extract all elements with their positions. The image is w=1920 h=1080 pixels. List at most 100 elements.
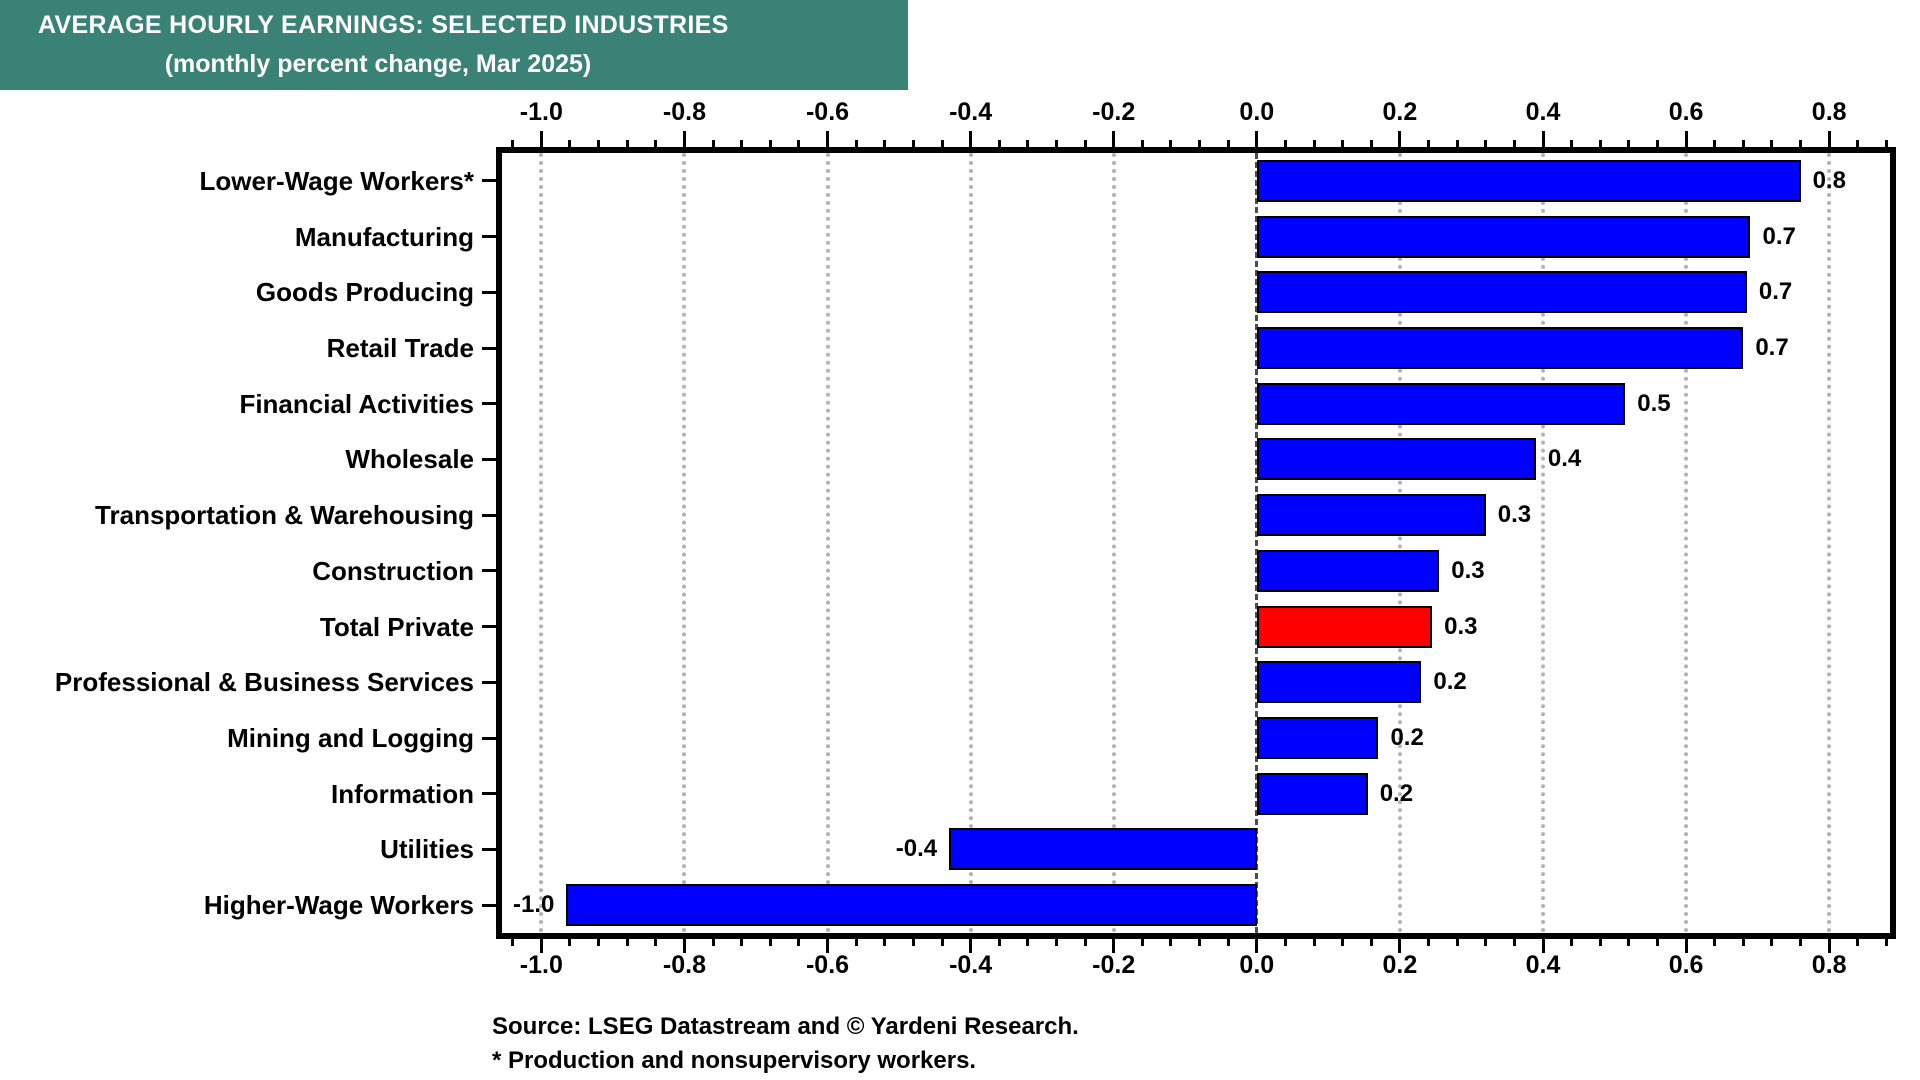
x-axis-minor-tick-top [1598,140,1602,147]
x-axis-minor-tick-bottom [1455,939,1459,946]
x-axis-minor-tick-top [1770,140,1774,147]
x-axis-minor-tick-bottom [1770,939,1774,946]
bar [1256,605,1433,648]
bar-value-label: 0.2 [1379,779,1414,807]
bar-value-label: 0.7 [1762,222,1796,250]
x-axis-label-top: -0.4 [949,98,993,126]
category-label: Information [331,778,474,809]
x-axis-major-tick-bottom [1827,939,1831,953]
bar [1256,327,1744,369]
x-axis-minor-tick-top [997,140,1001,147]
x-axis-minor-tick-bottom [1884,939,1888,946]
x-axis-minor-tick-top [1140,140,1144,147]
chart-subtitle: (monthly percent change, Mar 2025) [164,50,592,78]
x-axis-major-tick-bottom [682,939,686,953]
gridline [1684,153,1689,933]
bar [1256,382,1626,425]
x-axis-minor-tick-top [1655,140,1659,147]
x-axis-major-tick-top [1398,131,1402,147]
x-axis-label-top: 0.6 [1668,98,1704,126]
category-tick [482,513,497,517]
x-axis-minor-tick-bottom [1283,939,1287,946]
category-tick [482,680,497,684]
bar [1256,438,1536,481]
x-axis-minor-tick-bottom [1598,939,1602,946]
zero-line [1255,153,1259,933]
category-label: Retail Trade [326,333,474,363]
x-axis-minor-tick-bottom [1484,939,1488,946]
bar-value-label: 0.3 [1451,556,1485,584]
category-label: Goods Producing [255,277,474,308]
source-note: Source: LSEG Datastream and © Yardeni Re… [492,1013,1079,1040]
x-axis-minor-tick-top [1427,140,1431,147]
x-axis-label-bottom: 0.2 [1382,951,1418,979]
x-axis-major-tick-bottom [1684,939,1688,953]
x-axis-minor-tick-bottom [797,939,801,946]
x-axis-minor-tick-bottom [768,939,772,946]
x-axis-minor-tick-top [1713,140,1717,147]
x-axis-minor-tick-top [625,140,629,147]
x-axis-minor-tick-top [911,140,915,147]
x-axis-minor-tick-top [1369,140,1373,147]
x-axis-minor-tick-bottom [1856,939,1860,946]
category-tick [482,457,497,461]
x-axis-minor-tick-top [568,140,572,147]
x-axis-minor-tick-top [768,140,772,147]
x-axis-major-tick-bottom [1541,939,1545,953]
x-axis-label-bottom: -0.4 [949,951,993,979]
gridline [682,153,687,933]
category-label: Financial Activities [239,388,474,419]
bar-value-label: 0.2 [1390,724,1424,751]
x-axis-major-tick-top [826,131,830,147]
x-axis-minor-tick-bottom [1512,939,1516,946]
x-axis-major-tick-top [969,131,973,147]
x-axis-minor-tick-bottom [1083,939,1087,946]
x-axis-minor-tick-bottom [911,939,915,946]
x-axis-minor-tick-bottom [1312,939,1316,946]
category-tick [482,235,497,239]
x-axis-minor-tick-bottom [1627,939,1631,946]
x-axis-minor-tick-top [1083,140,1087,147]
x-axis-minor-tick-top [654,140,658,147]
x-axis-minor-tick-top [1026,140,1030,147]
x-axis-minor-tick-top [883,140,887,147]
x-axis-label-top: -0.6 [805,98,850,126]
category-label: Lower-Wage Workers* [199,165,474,196]
category-label: Manufacturing [294,221,474,252]
x-axis-minor-tick-top [1884,140,1888,147]
x-axis-minor-tick-bottom [1427,939,1431,946]
x-axis-minor-tick-bottom [1713,939,1717,946]
x-axis-minor-tick-bottom [940,939,944,946]
x-axis-minor-tick-top [1512,140,1516,147]
bar-value-label: 0.7 [1755,334,1789,361]
bar [1256,271,1747,314]
x-axis-major-tick-bottom [826,939,830,953]
bar-value-label: 0.3 [1444,612,1478,640]
x-axis-minor-tick-bottom [1655,939,1659,946]
x-axis-minor-tick-top [854,140,858,147]
x-axis-minor-tick-bottom [1169,939,1173,946]
x-axis-label-bottom: 0.0 [1239,951,1275,979]
x-axis-label-top: 0.4 [1525,98,1561,126]
category-tick [482,847,497,851]
bar-value-label: 0.3 [1497,501,1532,529]
category-label: Construction [312,555,474,586]
category-label: Mining and Logging [227,723,474,753]
gridline [1111,153,1116,933]
x-axis-minor-tick-bottom [883,939,887,946]
x-axis-minor-tick-top [597,140,601,147]
bar [949,828,1257,871]
gridline [825,153,830,933]
x-axis-major-tick-bottom [1398,939,1402,953]
x-axis-minor-tick-bottom [711,939,715,946]
bar [566,884,1257,927]
x-axis-minor-tick-bottom [1226,939,1230,946]
x-axis-label-top: -0.8 [662,98,706,126]
bar-value-label: -1.0 [513,891,555,919]
category-label: Transportation & Warehousing [95,500,474,531]
category-tick [482,179,497,183]
x-axis-minor-tick-bottom [568,939,572,946]
category-tick [482,625,497,629]
x-axis-minor-tick-top [1226,140,1230,147]
footnote: * Production and nonsupervisory workers. [492,1047,977,1074]
